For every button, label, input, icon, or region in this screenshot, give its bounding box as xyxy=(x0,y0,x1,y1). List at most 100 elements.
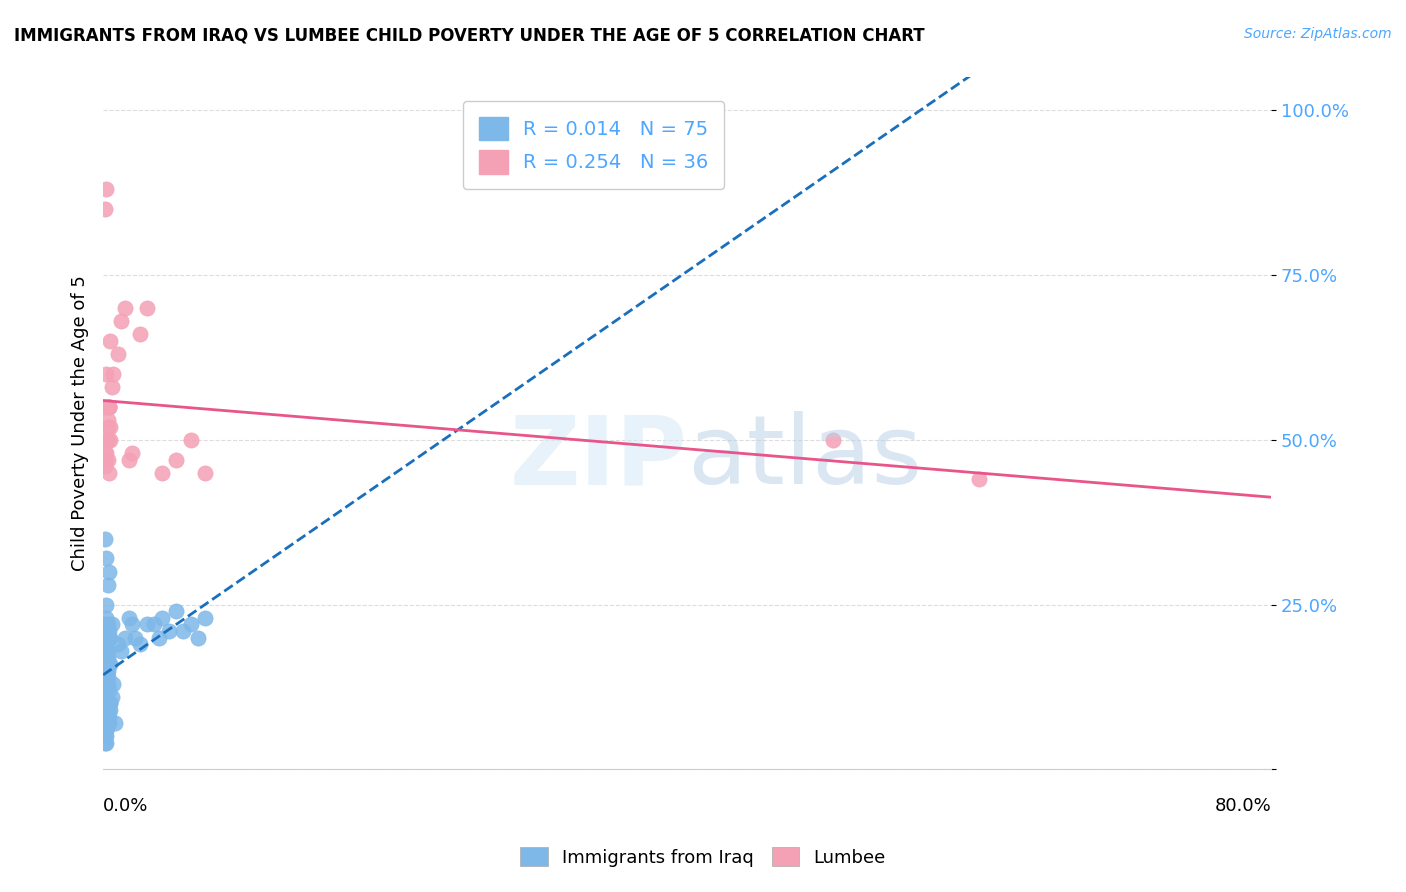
Point xyxy=(96,670,118,684)
Point xyxy=(94,736,117,750)
Point xyxy=(94,697,117,711)
Point xyxy=(94,664,117,678)
Point xyxy=(96,697,118,711)
Point xyxy=(93,631,115,645)
Point xyxy=(100,697,122,711)
Point xyxy=(93,637,115,651)
Point xyxy=(180,617,202,632)
Point xyxy=(94,611,117,625)
Point xyxy=(823,433,845,447)
Point xyxy=(107,637,129,651)
Point xyxy=(96,650,118,665)
Point xyxy=(110,314,132,328)
Point xyxy=(96,617,118,632)
Point xyxy=(94,452,117,467)
Point xyxy=(98,400,121,414)
Point xyxy=(93,670,115,684)
Point xyxy=(103,676,125,690)
Point xyxy=(180,433,202,447)
Point xyxy=(94,644,117,658)
Point xyxy=(165,452,187,467)
Point xyxy=(104,716,127,731)
Point xyxy=(96,644,118,658)
Point xyxy=(136,617,159,632)
Point xyxy=(114,301,136,315)
Text: 0.0%: 0.0% xyxy=(103,797,149,815)
Point xyxy=(100,631,122,645)
Point xyxy=(128,637,150,651)
Point xyxy=(96,703,118,717)
Point xyxy=(150,611,173,625)
Point xyxy=(165,604,187,618)
Point xyxy=(194,611,217,625)
Point xyxy=(114,631,136,645)
Point xyxy=(118,452,141,467)
Point xyxy=(94,676,117,690)
Point xyxy=(94,709,117,723)
Point xyxy=(100,419,122,434)
Point xyxy=(96,433,118,447)
Point xyxy=(98,466,121,480)
Point xyxy=(107,347,129,361)
Point xyxy=(93,730,115,744)
Point xyxy=(96,413,118,427)
Point xyxy=(94,433,117,447)
Point xyxy=(94,723,117,737)
Text: IMMIGRANTS FROM IRAQ VS LUMBEE CHILD POVERTY UNDER THE AGE OF 5 CORRELATION CHAR: IMMIGRANTS FROM IRAQ VS LUMBEE CHILD POV… xyxy=(14,27,925,45)
Point xyxy=(93,637,115,651)
Point xyxy=(93,736,115,750)
Text: atlas: atlas xyxy=(688,411,922,505)
Point xyxy=(94,367,117,381)
Point xyxy=(136,301,159,315)
Point xyxy=(96,452,118,467)
Point xyxy=(101,380,124,394)
Point xyxy=(148,631,170,645)
Point xyxy=(93,459,115,474)
Point xyxy=(100,657,122,671)
Point xyxy=(96,419,118,434)
Text: Source: ZipAtlas.com: Source: ZipAtlas.com xyxy=(1244,27,1392,41)
Point xyxy=(94,723,117,737)
Point xyxy=(100,334,122,348)
Point xyxy=(94,730,117,744)
Point xyxy=(93,446,115,460)
Point xyxy=(96,578,118,592)
Legend: Immigrants from Iraq, Lumbee: Immigrants from Iraq, Lumbee xyxy=(513,840,893,874)
Point xyxy=(96,716,118,731)
Point xyxy=(128,327,150,342)
Point xyxy=(94,446,117,460)
Point xyxy=(967,472,990,486)
Point xyxy=(98,657,121,671)
Point xyxy=(93,617,115,632)
Point xyxy=(96,709,118,723)
Point xyxy=(100,703,122,717)
Point xyxy=(93,532,115,546)
Point xyxy=(93,202,115,217)
Point xyxy=(94,182,117,196)
Point xyxy=(98,631,121,645)
Point xyxy=(96,703,118,717)
Point xyxy=(98,716,121,731)
Point xyxy=(93,683,115,698)
Point xyxy=(94,650,117,665)
Point xyxy=(194,466,217,480)
Point xyxy=(118,611,141,625)
Point xyxy=(93,690,115,704)
Point xyxy=(94,664,117,678)
Point xyxy=(98,683,121,698)
Point xyxy=(94,551,117,566)
Point xyxy=(98,400,121,414)
Legend: R = 0.014   N = 75, R = 0.254   N = 36: R = 0.014 N = 75, R = 0.254 N = 36 xyxy=(463,101,724,189)
Point xyxy=(157,624,180,638)
Point xyxy=(101,690,124,704)
Point xyxy=(93,644,115,658)
Point xyxy=(100,433,122,447)
Point xyxy=(172,624,194,638)
Point xyxy=(93,730,115,744)
Text: ZIP: ZIP xyxy=(509,411,688,505)
Point xyxy=(93,400,115,414)
Text: 80.0%: 80.0% xyxy=(1215,797,1271,815)
Point xyxy=(93,716,115,731)
Point xyxy=(150,466,173,480)
Point xyxy=(98,565,121,579)
